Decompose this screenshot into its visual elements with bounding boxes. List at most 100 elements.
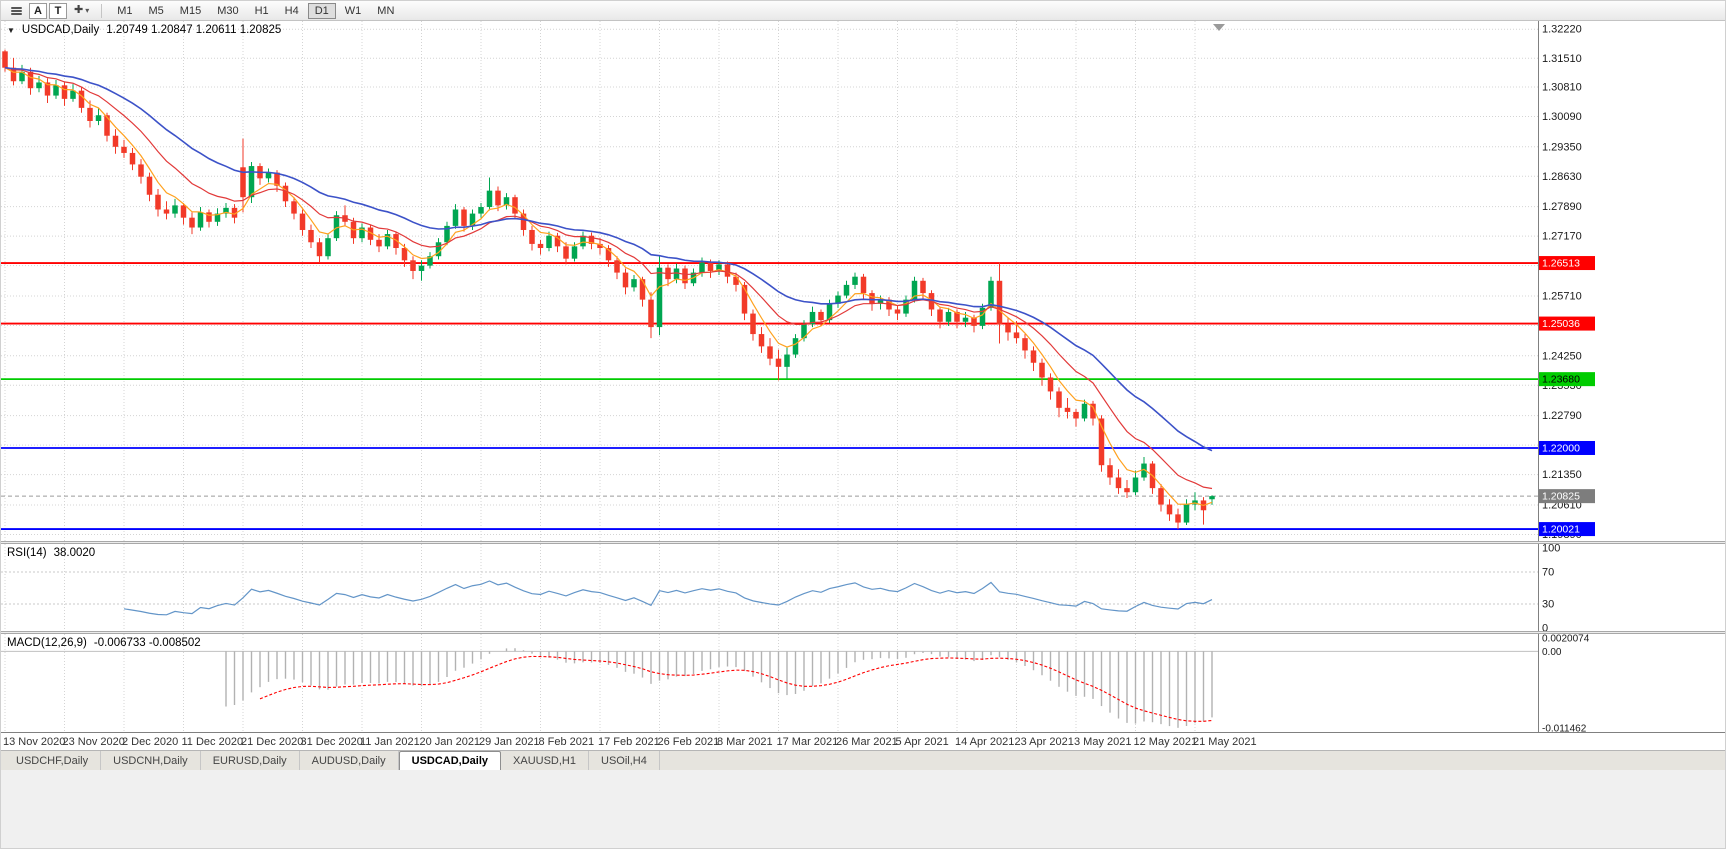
candle-body <box>231 207 238 218</box>
chart-tab-usdcad-daily[interactable]: USDCAD,Daily <box>398 751 502 770</box>
moving-average-line-25 <box>4 66 1213 452</box>
chart-tab-audusd-daily[interactable]: AUDUSD,Daily <box>300 751 399 770</box>
moving-average-line-5 <box>4 67 1213 507</box>
price-axis-label: 1.24250 <box>1542 350 1582 362</box>
candle-body <box>1141 463 1147 478</box>
candle-body <box>401 248 408 261</box>
candle-body <box>699 262 705 273</box>
crosshair-button[interactable]: ✚ ▾ <box>69 3 94 19</box>
rsi-line <box>123 580 1213 616</box>
candle-body <box>716 264 722 271</box>
rsi-canvas[interactable]: 100 70 30 0 <box>1 544 1726 631</box>
candle-body <box>10 67 17 82</box>
candle-body <box>146 176 153 195</box>
text-tool-button[interactable]: A <box>29 2 47 19</box>
candle-body <box>571 246 578 259</box>
macd-panel: 0.0020074 0.00 -0.011462 MACD(12,26,9) -0.… <box>1 634 1725 732</box>
chart-tab-xauusd-h1[interactable]: XAUUSD,H1 <box>501 751 589 770</box>
main-chart-panel: 1.32220 1.31510 1.30810 1.30090 1.29350 1.286… <box>1 21 1725 541</box>
candle-body <box>418 265 425 271</box>
candle-body <box>1090 403 1096 419</box>
candle-body <box>996 280 1003 325</box>
crosshair-icon: ✚ <box>74 4 84 16</box>
candle-body <box>333 215 340 239</box>
candle-body <box>792 338 799 355</box>
candle-body <box>291 201 297 214</box>
timeframe-button-m1[interactable]: M1 <box>110 3 139 19</box>
rsi-axis-label: 70 <box>1542 567 1554 579</box>
chart-tab-usoil-h4[interactable]: USOil,H4 <box>589 751 660 770</box>
trendline-tool-button[interactable]: T <box>49 2 67 19</box>
timeframe-button-m15[interactable]: M15 <box>173 3 208 19</box>
date-label: 11 Dec 2020 <box>181 736 244 748</box>
candle-body <box>656 267 663 328</box>
candle-body <box>282 185 289 202</box>
splitter-rsi-macd[interactable] <box>1 631 1725 634</box>
candle-body <box>988 280 994 308</box>
candle-body <box>1081 403 1088 419</box>
candle-body <box>775 358 782 367</box>
splitter-main-rsi[interactable] <box>1 541 1725 544</box>
svg-text:1.20021: 1.20021 <box>1542 524 1580 536</box>
candle-body <box>707 262 714 271</box>
candle-body <box>962 317 969 322</box>
candle-body <box>639 279 646 300</box>
timeframe-button-d1[interactable]: D1 <box>307 2 336 19</box>
candle-body <box>240 167 246 198</box>
date-label: 13 Nov 2020 <box>3 736 66 748</box>
menu-button[interactable] <box>6 3 27 19</box>
timeframe-button-m30[interactable]: M30 <box>210 3 245 19</box>
candle-body <box>180 205 187 218</box>
candle-body <box>622 272 629 288</box>
price-axis-label: 1.25710 <box>1542 290 1582 302</box>
candle-body <box>121 146 127 153</box>
candle-body <box>172 205 178 214</box>
candle-body <box>1124 488 1130 493</box>
price-badge[interactable]: 1.23680 <box>1539 372 1595 387</box>
price-axis-label: 1.28630 <box>1542 171 1582 183</box>
candle-body <box>206 212 212 222</box>
macd-canvas[interactable]: 0.0020074 0.00 -0.011462 <box>1 634 1726 732</box>
candle-body <box>826 303 833 321</box>
chart-tab-usdchf-daily[interactable]: USDCHF,Daily <box>4 751 102 770</box>
candle-body <box>920 280 926 294</box>
candle-body <box>478 207 484 214</box>
chart-tab-eurusd-daily[interactable]: EURUSD,Daily <box>201 751 300 770</box>
candle-body <box>129 152 136 165</box>
timeframe-button-m5[interactable]: M5 <box>142 3 171 19</box>
candle-body <box>1166 504 1173 515</box>
candle-body <box>869 293 875 304</box>
rsi-panel: 100 70 30 0 RSI(14) 38.0020 <box>1 544 1725 631</box>
macd-axis-label: 0.0020074 <box>1542 634 1590 645</box>
candle-body <box>495 190 501 206</box>
date-label: 5 Apr 2021 <box>895 736 949 748</box>
date-label: 11 Jan 2021 <box>360 736 420 748</box>
price-badge[interactable]: 1.25036 <box>1539 316 1595 331</box>
timeframe-button-w1[interactable]: W1 <box>338 3 369 19</box>
candle-body <box>53 85 59 96</box>
candle-body <box>44 82 51 96</box>
candle-body <box>19 71 25 82</box>
svg-text:1.26513: 1.26513 <box>1542 258 1580 270</box>
timeframe-button-mn[interactable]: MN <box>370 3 401 19</box>
price-badge[interactable]: 1.20021 <box>1539 522 1595 537</box>
date-label: 17 Mar 2021 <box>776 736 839 748</box>
main-chart-canvas[interactable]: 1.32220 1.31510 1.30810 1.30090 1.29350 1.286… <box>1 21 1726 541</box>
candle-body <box>1022 338 1028 351</box>
candle-body <box>605 248 612 261</box>
price-axis-label: 1.29350 <box>1542 141 1582 153</box>
candle-body <box>486 190 493 208</box>
chart-tab-usdcnh-daily[interactable]: USDCNH,Daily <box>101 751 201 770</box>
price-badge[interactable]: 1.22000 <box>1539 440 1595 455</box>
candle-body <box>376 239 382 247</box>
price-badge[interactable]: 1.26513 <box>1539 256 1595 271</box>
chart-tabs-bar: USDCHF,Daily USDCNH,Daily EURUSD,Daily AUDU… <box>1 750 1725 770</box>
candle-body <box>767 346 773 359</box>
date-label: 8 Mar 2021 <box>717 736 773 748</box>
candle-body <box>214 213 221 222</box>
timeframe-button-h4[interactable]: H4 <box>278 3 306 19</box>
timeframe-button-h1[interactable]: H1 <box>248 3 276 19</box>
candle-body <box>1175 514 1181 523</box>
candle-body <box>945 311 952 322</box>
candle-body <box>61 85 68 99</box>
